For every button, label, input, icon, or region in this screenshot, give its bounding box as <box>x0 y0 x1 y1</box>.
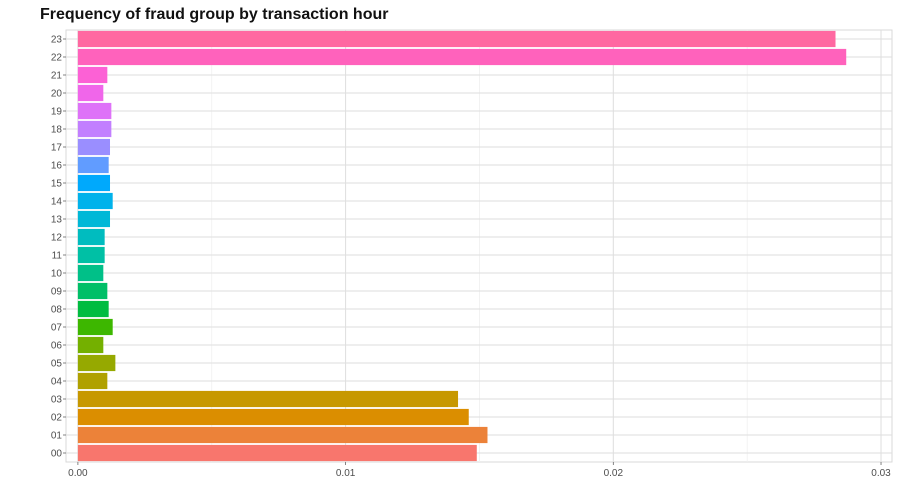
y-tick-label: 07 <box>51 323 63 334</box>
bar-hour-14 <box>77 192 113 210</box>
y-tick-label: 04 <box>51 377 63 388</box>
y-tick-label: 06 <box>51 341 63 352</box>
bar-hour-22 <box>77 48 847 66</box>
bar-hour-13 <box>77 210 111 228</box>
bar-hour-16 <box>77 156 109 174</box>
x-tick-label: 0.01 <box>336 468 356 479</box>
bar-hour-01 <box>77 426 488 444</box>
y-tick-label: 11 <box>52 251 63 262</box>
bar-hour-00 <box>77 444 477 462</box>
y-tick-label: 05 <box>51 359 63 370</box>
y-tick-label: 18 <box>51 125 63 136</box>
bar-hour-12 <box>77 228 105 246</box>
bar-hour-08 <box>77 300 109 318</box>
plot-background <box>65 29 893 463</box>
y-axis-labels: 00 01 02 03 04 05 06 07 08 09 10 11 12 13 14 15 16 17 18 19… <box>51 35 66 460</box>
grid-lines <box>66 30 892 462</box>
bar-hour-15 <box>77 174 111 192</box>
x-tick-label: 0.03 <box>871 468 891 479</box>
y-tick-label: 08 <box>51 305 63 316</box>
bar-hour-03 <box>77 390 459 408</box>
y-tick-label: 20 <box>51 89 63 100</box>
y-tick-label: 12 <box>51 233 63 244</box>
bar-hour-23 <box>77 30 836 48</box>
bar-hour-20 <box>77 84 104 102</box>
x-axis-labels: 0.00 0.01 0.02 0.03 <box>68 462 891 479</box>
x-tick-label: 0.02 <box>604 468 624 479</box>
y-tick-label: 14 <box>51 197 63 208</box>
bar-hour-02 <box>77 408 469 426</box>
chart-title: Frequency of fraud group by transaction … <box>40 6 389 23</box>
y-tick-label: 10 <box>51 269 63 280</box>
y-tick-label: 17 <box>51 143 63 154</box>
bar-hour-19 <box>77 102 112 120</box>
y-tick-label: 19 <box>51 107 63 118</box>
bars <box>77 30 847 462</box>
y-tick-label: 16 <box>51 161 63 172</box>
bar-hour-09 <box>77 282 108 300</box>
bar-hour-18 <box>77 120 112 138</box>
bar-hour-06 <box>77 336 104 354</box>
bar-hour-11 <box>77 246 105 264</box>
y-tick-label: 01 <box>51 431 63 442</box>
bar-hour-21 <box>77 66 108 84</box>
y-tick-label: 15 <box>51 179 63 190</box>
y-tick-label: 21 <box>51 71 63 82</box>
y-tick-label: 02 <box>51 413 63 424</box>
y-tick-label: 09 <box>51 287 63 298</box>
x-tick-label: 0.00 <box>68 468 88 479</box>
y-tick-label: 03 <box>51 395 63 406</box>
bar-hour-10 <box>77 264 104 282</box>
y-tick-label: 00 <box>51 449 63 460</box>
y-tick-label: 23 <box>51 35 63 46</box>
bar-hour-07 <box>77 318 113 336</box>
y-tick-label: 13 <box>51 215 63 226</box>
y-tick-label: 22 <box>51 53 63 64</box>
bar-hour-04 <box>77 372 108 390</box>
bar-hour-17 <box>77 138 111 156</box>
bar-hour-05 <box>77 354 116 372</box>
